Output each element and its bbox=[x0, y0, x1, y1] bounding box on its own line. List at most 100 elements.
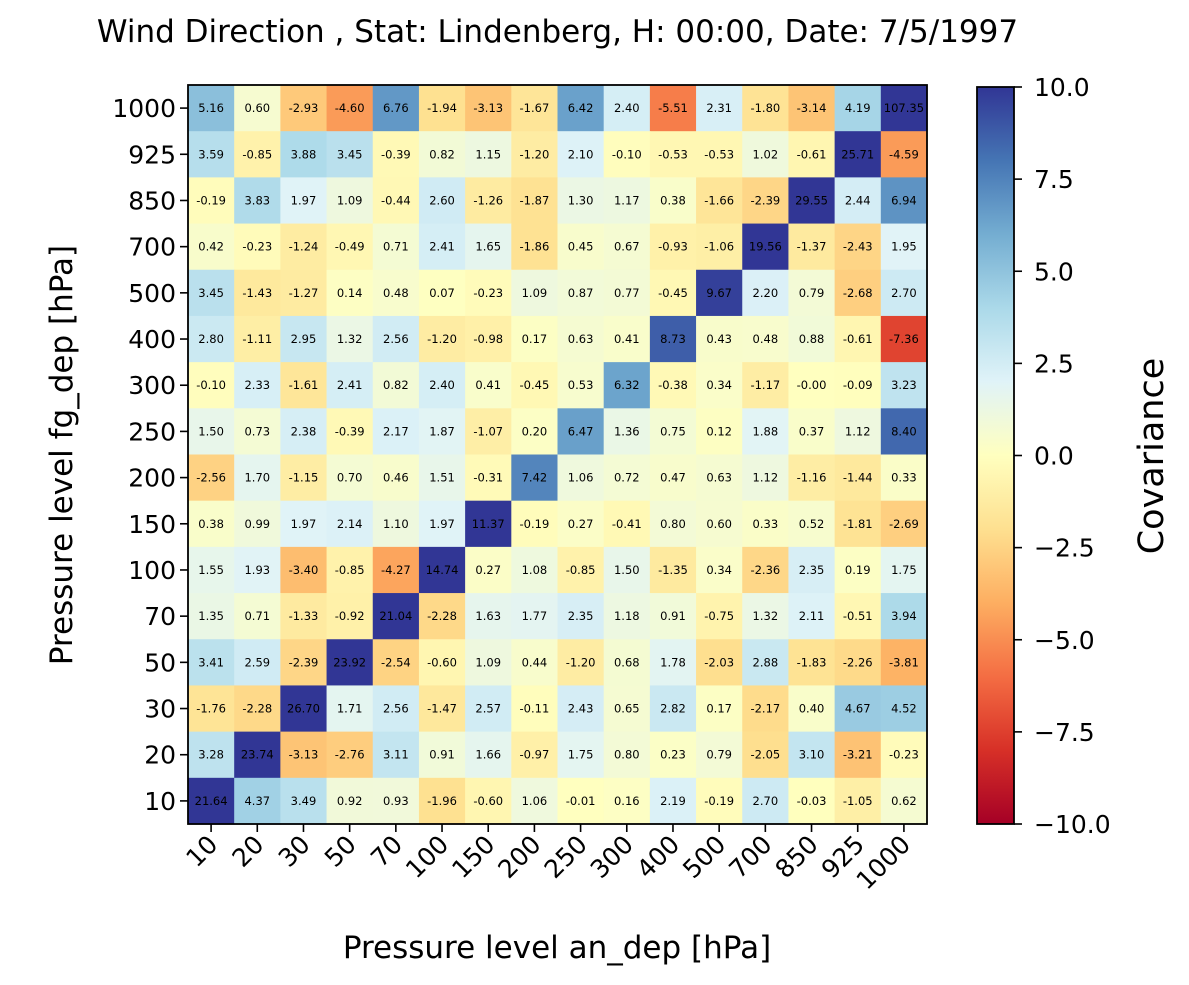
heatmap-cell bbox=[696, 131, 743, 178]
cell-value-label: 0.72 bbox=[614, 471, 640, 485]
cell-value-label: 0.20 bbox=[522, 424, 548, 438]
heatmap-cell bbox=[511, 269, 559, 317]
cell-value-label: 2.82 bbox=[660, 702, 686, 716]
cell-value-label: -0.00 bbox=[797, 378, 827, 392]
heatmap-cell bbox=[465, 315, 512, 363]
cell-value-label: -0.85 bbox=[242, 147, 272, 161]
cell-value-label: 0.17 bbox=[522, 332, 548, 346]
cell-value-label: 0.70 bbox=[337, 471, 363, 485]
heatmap-cell bbox=[511, 685, 559, 733]
cell-value-label: 1.10 bbox=[383, 517, 409, 531]
heatmap-cell bbox=[557, 223, 605, 271]
cell-value-label: -2.68 bbox=[843, 286, 873, 300]
cell-value-label: 4.67 bbox=[845, 702, 871, 716]
heatmap-cell bbox=[511, 85, 559, 132]
heatmap-cell bbox=[742, 131, 790, 178]
heatmap-cell bbox=[649, 177, 697, 225]
colorbar-ticks: −10.0 −7.5 −5.0 −2.5 0.0 2.5 5.0 7.5 10.0 bbox=[1014, 73, 1111, 839]
heatmap-cell bbox=[742, 85, 790, 132]
cell-value-label: -0.19 bbox=[196, 193, 226, 207]
heatmap-cell bbox=[788, 362, 836, 409]
heatmap-cell bbox=[372, 131, 420, 178]
cell-value-label: -3.14 bbox=[797, 101, 827, 115]
cell-value-label: -4.60 bbox=[335, 101, 365, 115]
cell-value-label: -0.41 bbox=[612, 517, 642, 531]
heatmap-cell bbox=[280, 777, 328, 825]
x-axis-ticks: 10 20 30 50 70100150200250300400500700850925… bbox=[180, 824, 916, 895]
heatmap-cell bbox=[280, 685, 328, 733]
cell-value-label: -1.80 bbox=[750, 101, 780, 115]
heatmap-cell bbox=[418, 639, 466, 687]
heatmap-cell bbox=[326, 454, 374, 502]
heatmap-cell bbox=[742, 269, 790, 317]
heatmap-cell bbox=[557, 85, 605, 132]
heatmap-cell bbox=[188, 85, 235, 132]
cell-value-label: 1.08 bbox=[522, 563, 548, 577]
y-tick-label: 1000 bbox=[112, 94, 176, 123]
cell-value-label: -1.37 bbox=[797, 240, 827, 254]
colorbar-tick-label: −10.0 bbox=[1034, 810, 1111, 839]
heatmap-cell bbox=[742, 777, 790, 825]
cell-value-label: 0.99 bbox=[244, 517, 270, 531]
heatmap-cell bbox=[326, 177, 374, 225]
cell-value-label: 0.87 bbox=[568, 286, 594, 300]
heatmap-cell bbox=[880, 639, 928, 687]
cell-value-label: 2.41 bbox=[429, 240, 455, 254]
cell-value-label: 2.43 bbox=[568, 702, 594, 716]
cell-value-label: 1.32 bbox=[337, 332, 363, 346]
heatmap-cell bbox=[280, 131, 328, 178]
cell-value-label: 1.35 bbox=[198, 609, 224, 623]
heatmap-cell bbox=[742, 177, 790, 225]
heatmap-cell bbox=[372, 223, 420, 271]
cell-value-label: 0.52 bbox=[799, 517, 825, 531]
y-tick-label: 925 bbox=[128, 140, 176, 169]
cell-value-label: -0.23 bbox=[473, 286, 503, 300]
heatmap-cell bbox=[880, 315, 928, 363]
heatmap-cell bbox=[418, 593, 466, 640]
cell-value-label: 1.18 bbox=[614, 609, 640, 623]
cell-value-label: 0.40 bbox=[799, 702, 825, 716]
heatmap-cell bbox=[742, 454, 790, 502]
cell-value-label: 4.37 bbox=[244, 794, 270, 808]
heatmap-cell bbox=[188, 177, 235, 225]
cell-value-label: -2.28 bbox=[427, 609, 457, 623]
cell-value-label: -2.93 bbox=[289, 101, 319, 115]
cell-value-label: -1.44 bbox=[843, 471, 873, 485]
heatmap-cell bbox=[280, 223, 328, 271]
cell-value-label: 0.80 bbox=[660, 517, 686, 531]
cell-value-label: 0.34 bbox=[706, 563, 732, 577]
heatmap-cell bbox=[188, 639, 235, 687]
x-tick-label: 850 bbox=[770, 830, 824, 884]
heatmap-cell bbox=[188, 777, 235, 825]
cell-value-label: 1.55 bbox=[198, 563, 224, 577]
cell-value-label: 0.12 bbox=[706, 424, 732, 438]
heatmap-cell bbox=[418, 408, 466, 456]
cell-value-label: 0.73 bbox=[244, 424, 270, 438]
colorbar bbox=[976, 86, 1015, 825]
heatmap-cell bbox=[511, 593, 559, 640]
y-tick-label: 700 bbox=[128, 233, 176, 262]
heatmap-cell bbox=[280, 500, 328, 548]
cell-value-label: 0.41 bbox=[475, 378, 501, 392]
heatmap-cell bbox=[234, 269, 281, 317]
heatmap-cell bbox=[603, 362, 651, 409]
cell-value-label: 2.35 bbox=[799, 563, 825, 577]
cell-value-label: 0.91 bbox=[429, 748, 455, 762]
heatmap-cell bbox=[280, 362, 328, 409]
cell-value-label: -1.96 bbox=[427, 794, 457, 808]
heatmap-cell bbox=[880, 685, 928, 733]
heatmap-cell bbox=[188, 731, 235, 779]
cell-value-label: -1.26 bbox=[473, 193, 503, 207]
y-tick-label: 250 bbox=[128, 417, 176, 446]
cell-value-label: 0.43 bbox=[706, 332, 732, 346]
heatmap-cell bbox=[465, 85, 512, 132]
cell-value-label: -1.24 bbox=[289, 240, 319, 254]
cell-value-label: 0.48 bbox=[753, 332, 779, 346]
heatmap-cell bbox=[418, 777, 466, 825]
cell-value-label: 3.10 bbox=[799, 748, 825, 762]
heatmap-cell bbox=[880, 131, 928, 178]
cell-value-label: 0.75 bbox=[660, 424, 686, 438]
heatmap-cell bbox=[603, 269, 651, 317]
heatmap-cell bbox=[418, 362, 466, 409]
heatmap-cell bbox=[742, 685, 790, 733]
